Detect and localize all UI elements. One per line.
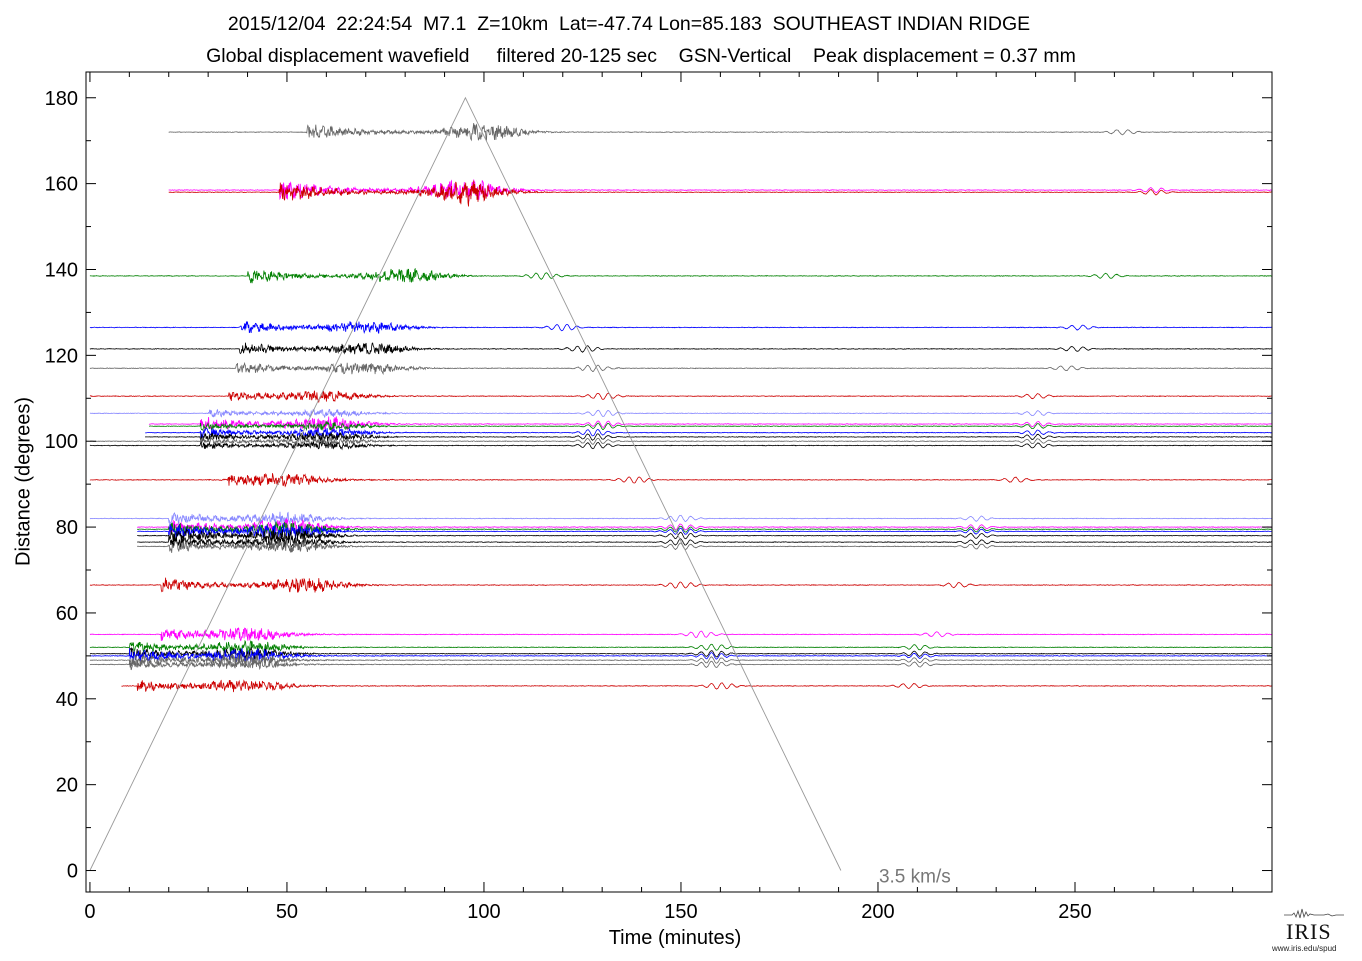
y-tick-label: 100: [45, 431, 78, 453]
x-tick-label: 200: [861, 901, 894, 923]
seismogram-trace: [136, 535, 1272, 549]
x-tick-label: 250: [1058, 901, 1091, 923]
seismogram-trace: [89, 473, 1272, 488]
trace-group: [89, 122, 1272, 693]
plot-frame: [85, 71, 1273, 893]
x-axis-label: Time (minutes): [608, 927, 742, 949]
seismogram-trace: [149, 420, 1272, 432]
seismogram-trace: [89, 408, 1272, 418]
y-tick-label: 180: [45, 88, 78, 110]
y-tick-label: 0: [67, 861, 78, 883]
seismogram-trace: [137, 522, 1272, 539]
chart-title-line-1: 2015/12/04 22:24:54 M7.1 Z=10km Lat=-47.…: [227, 13, 1031, 35]
y-tick-label: 60: [56, 603, 78, 625]
seismogram-trace: [89, 342, 1272, 355]
velocity-line-label: 3.5 km/s: [879, 867, 951, 888]
y-axis-label: Distance (degrees): [12, 397, 35, 566]
seismogram-trace: [168, 180, 1272, 207]
x-tick-label: 150: [664, 901, 697, 923]
seismogram-trace: [144, 431, 1272, 443]
seismogram-trace: [89, 321, 1272, 334]
x-tick-label: 0: [84, 901, 95, 923]
iris-logo-url: www.iris.edu/spud: [1272, 944, 1337, 953]
seismogram-trace: [136, 521, 1272, 538]
chart-title-line-2: Global displacement wavefield filtered 2…: [206, 45, 1076, 67]
seismogram-trace: [168, 179, 1272, 202]
seismogram-trace: [145, 427, 1272, 439]
seismograph-icon: [1284, 908, 1344, 919]
iris-logo-text: IRIS: [1286, 919, 1332, 944]
seismogram-trace: [89, 648, 1272, 664]
seismogram-trace: [148, 416, 1272, 433]
velocity-line: [89, 96, 842, 871]
y-tick-label: 140: [45, 259, 78, 281]
seismogram-trace: [89, 511, 1272, 526]
y-tick-label: 80: [56, 517, 78, 539]
seismogram-trace: [168, 122, 1272, 142]
seismogram-trace: [121, 679, 1272, 693]
y-axis: 0 20 40 60 80 100 120 140 160 180: [45, 88, 1272, 883]
seismogram-trace: [89, 361, 1272, 376]
y-tick-label: 120: [45, 345, 78, 367]
seismogram-trace: [89, 440, 1272, 451]
velocity-line-group: 3.5 km/s: [89, 96, 951, 888]
seismogram-trace: [89, 627, 1272, 642]
seismogram-trace: [89, 436, 1272, 446]
x-tick-label: 100: [467, 901, 500, 923]
seismogram-trace: [89, 267, 1272, 284]
seismogram-trace: [89, 646, 1272, 661]
x-tick-label: 50: [276, 901, 298, 923]
y-tick-label: 160: [45, 174, 78, 196]
seismogram-trace: [136, 518, 1272, 535]
y-tick-label: 20: [56, 775, 78, 797]
seismogram-trace: [89, 639, 1272, 655]
y-tick-label: 40: [56, 689, 78, 711]
seismogram-trace: [137, 528, 1272, 545]
seismogram-trace: [136, 539, 1272, 553]
seismogram-trace: [89, 652, 1272, 667]
iris-logo: IRIS www.iris.edu/spud: [1272, 906, 1356, 958]
x-axis: 0 50 100 150 200 250: [84, 72, 1234, 923]
seismogram-trace: [89, 390, 1272, 404]
seismogram-trace: [89, 659, 1272, 671]
seismogram-trace: [89, 577, 1272, 593]
